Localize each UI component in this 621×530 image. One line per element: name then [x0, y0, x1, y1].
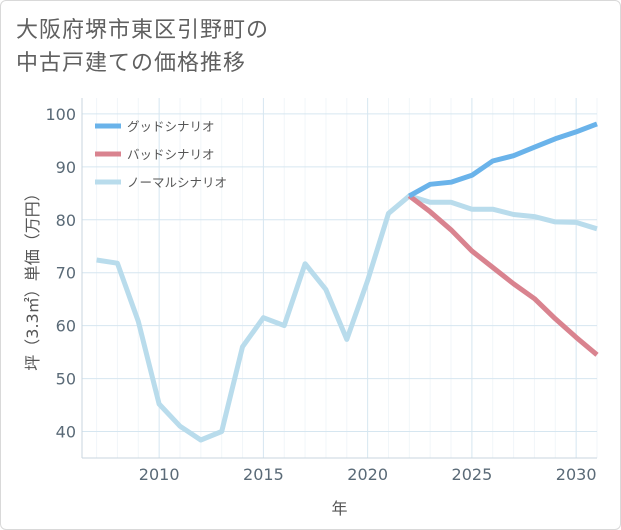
- series-lines: [96, 121, 599, 443]
- x-tick-label: 2025: [452, 465, 493, 484]
- chart-title-line2: 中古戸建ての価格推移: [16, 51, 247, 76]
- tick-labels: 2010 2015 2020 2025 2030 40 50 60 70 80 90 100: [45, 105, 596, 484]
- y-tick-label: 50: [56, 370, 76, 389]
- series-line-0: [408, 121, 598, 199]
- y-tick-label: 90: [56, 158, 76, 177]
- chart-title-line1: 大阪府堺市東区引野町の: [16, 18, 270, 43]
- y-tick-label: 70: [56, 264, 76, 283]
- x-axis-label: 年: [331, 499, 347, 518]
- y-tick-label: 60: [56, 317, 76, 336]
- x-tick-label: 2030: [556, 465, 597, 484]
- x-tick-label: 2010: [139, 465, 180, 484]
- series-line-1: [407, 193, 599, 357]
- legend-label-2: ノーマルシナリオ: [127, 175, 227, 190]
- legend-label-1: バッドシナリオ: [127, 147, 215, 162]
- y-axis-label: 坪（3.3㎡）単価（万円）: [23, 185, 42, 370]
- y-tick-label: 100: [45, 105, 76, 124]
- chart-title: 大阪府堺市東区引野町の 中古戸建ての価格推移: [16, 14, 436, 80]
- y-tick-label: 80: [56, 211, 76, 230]
- x-tick-label: 2015: [243, 465, 284, 484]
- series-line-2: [96, 193, 598, 443]
- x-tick-label: 2020: [347, 465, 388, 484]
- y-tick-label: 40: [56, 423, 76, 442]
- legend-label-0: グッドシナリオ: [127, 119, 215, 134]
- axes: [81, 98, 597, 459]
